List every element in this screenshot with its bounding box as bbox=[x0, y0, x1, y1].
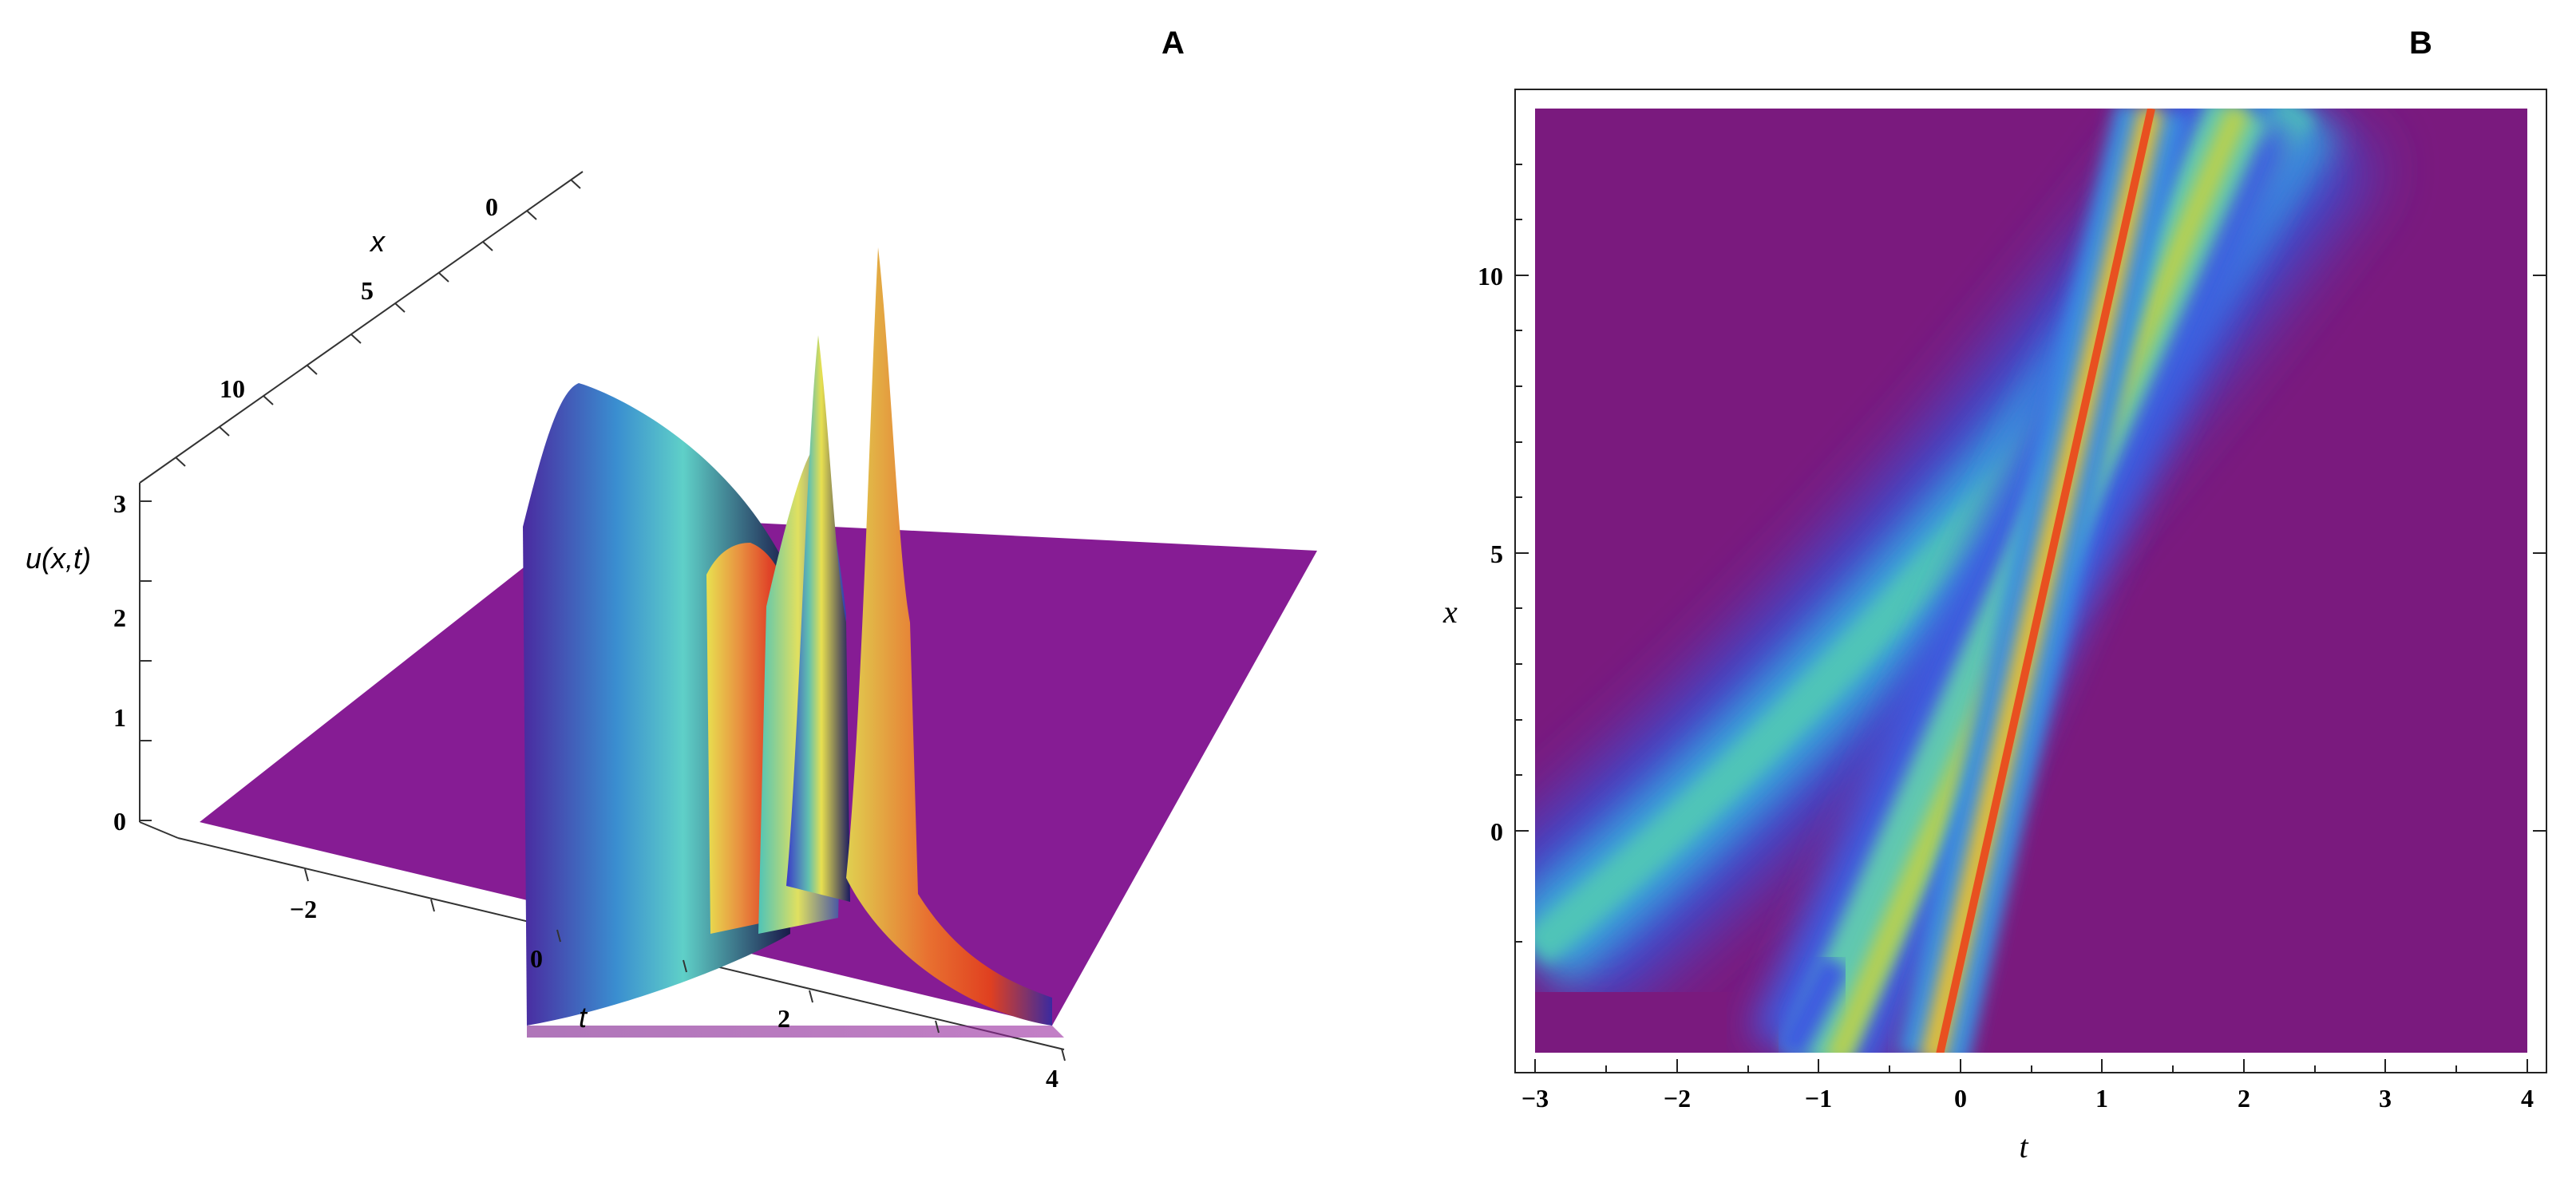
z-tick-3: 3 bbox=[113, 489, 126, 518]
t-tick-1: 1 bbox=[2095, 1084, 2108, 1113]
band-narrow-peak bbox=[1936, 109, 2155, 1053]
x-tick-5: 5 bbox=[1490, 540, 1503, 568]
panel-a-letter: A bbox=[1161, 26, 1185, 61]
t-axis-label: t bbox=[579, 1001, 588, 1034]
t-tick-2: 2 bbox=[2238, 1084, 2250, 1113]
x-tick-10: 10 bbox=[1478, 262, 1503, 291]
band-fork bbox=[1774, 954, 1850, 1053]
surface-front-edge bbox=[527, 1026, 1064, 1038]
x-axis-label: x bbox=[369, 225, 386, 258]
x-tick-0: 0 bbox=[1490, 817, 1503, 846]
t-tick-0: 0 bbox=[1954, 1084, 1967, 1113]
panel-b-t-axis: −3 −2 −1 0 1 2 3 4 t bbox=[1521, 1059, 2534, 1164]
heatmap-bands bbox=[1535, 109, 2378, 1053]
t-tick-3: 3 bbox=[2379, 1084, 2392, 1113]
z-axis-label: u(x,t) bbox=[26, 542, 91, 575]
panel-a-t-axis: −2 0 2 4 t bbox=[290, 868, 1066, 1093]
t-tick-4: 4 bbox=[1046, 1064, 1058, 1093]
t-tick-neg2: −2 bbox=[290, 895, 317, 923]
t-tick-0: 0 bbox=[530, 944, 543, 973]
t-tick-neg3: −3 bbox=[1521, 1084, 1549, 1113]
z-tick-0: 0 bbox=[113, 807, 126, 836]
z-tick-1: 1 bbox=[113, 703, 126, 732]
t-tick-neg2: −2 bbox=[1664, 1084, 1691, 1113]
surface-ridge-4 bbox=[786, 335, 850, 902]
panel-b: B bbox=[1442, 26, 2547, 1164]
x-tick-10: 10 bbox=[220, 374, 245, 403]
z-tick-2: 2 bbox=[113, 603, 126, 632]
t-tick-2: 2 bbox=[778, 1004, 790, 1033]
x-axis-label: x bbox=[1442, 594, 1458, 630]
panel-a-x-axis: 0 5 10 x bbox=[175, 179, 581, 467]
x-tick-5: 5 bbox=[361, 276, 374, 305]
panel-a: A 0 1 2 3 bbox=[26, 26, 1317, 1093]
t-tick-neg1: −1 bbox=[1805, 1084, 1832, 1113]
x-tick-0: 0 bbox=[485, 192, 498, 221]
panel-b-x-axis: 0 5 10 x bbox=[1442, 164, 2546, 943]
t-axis-label: t bbox=[2019, 1129, 2028, 1164]
panel-b-letter: B bbox=[2409, 26, 2432, 61]
surface-ridge-5 bbox=[846, 247, 1052, 1026]
t-tick-4: 4 bbox=[2521, 1084, 2534, 1113]
panel-a-z-axis: 0 1 2 3 u(x,t) bbox=[26, 489, 152, 836]
